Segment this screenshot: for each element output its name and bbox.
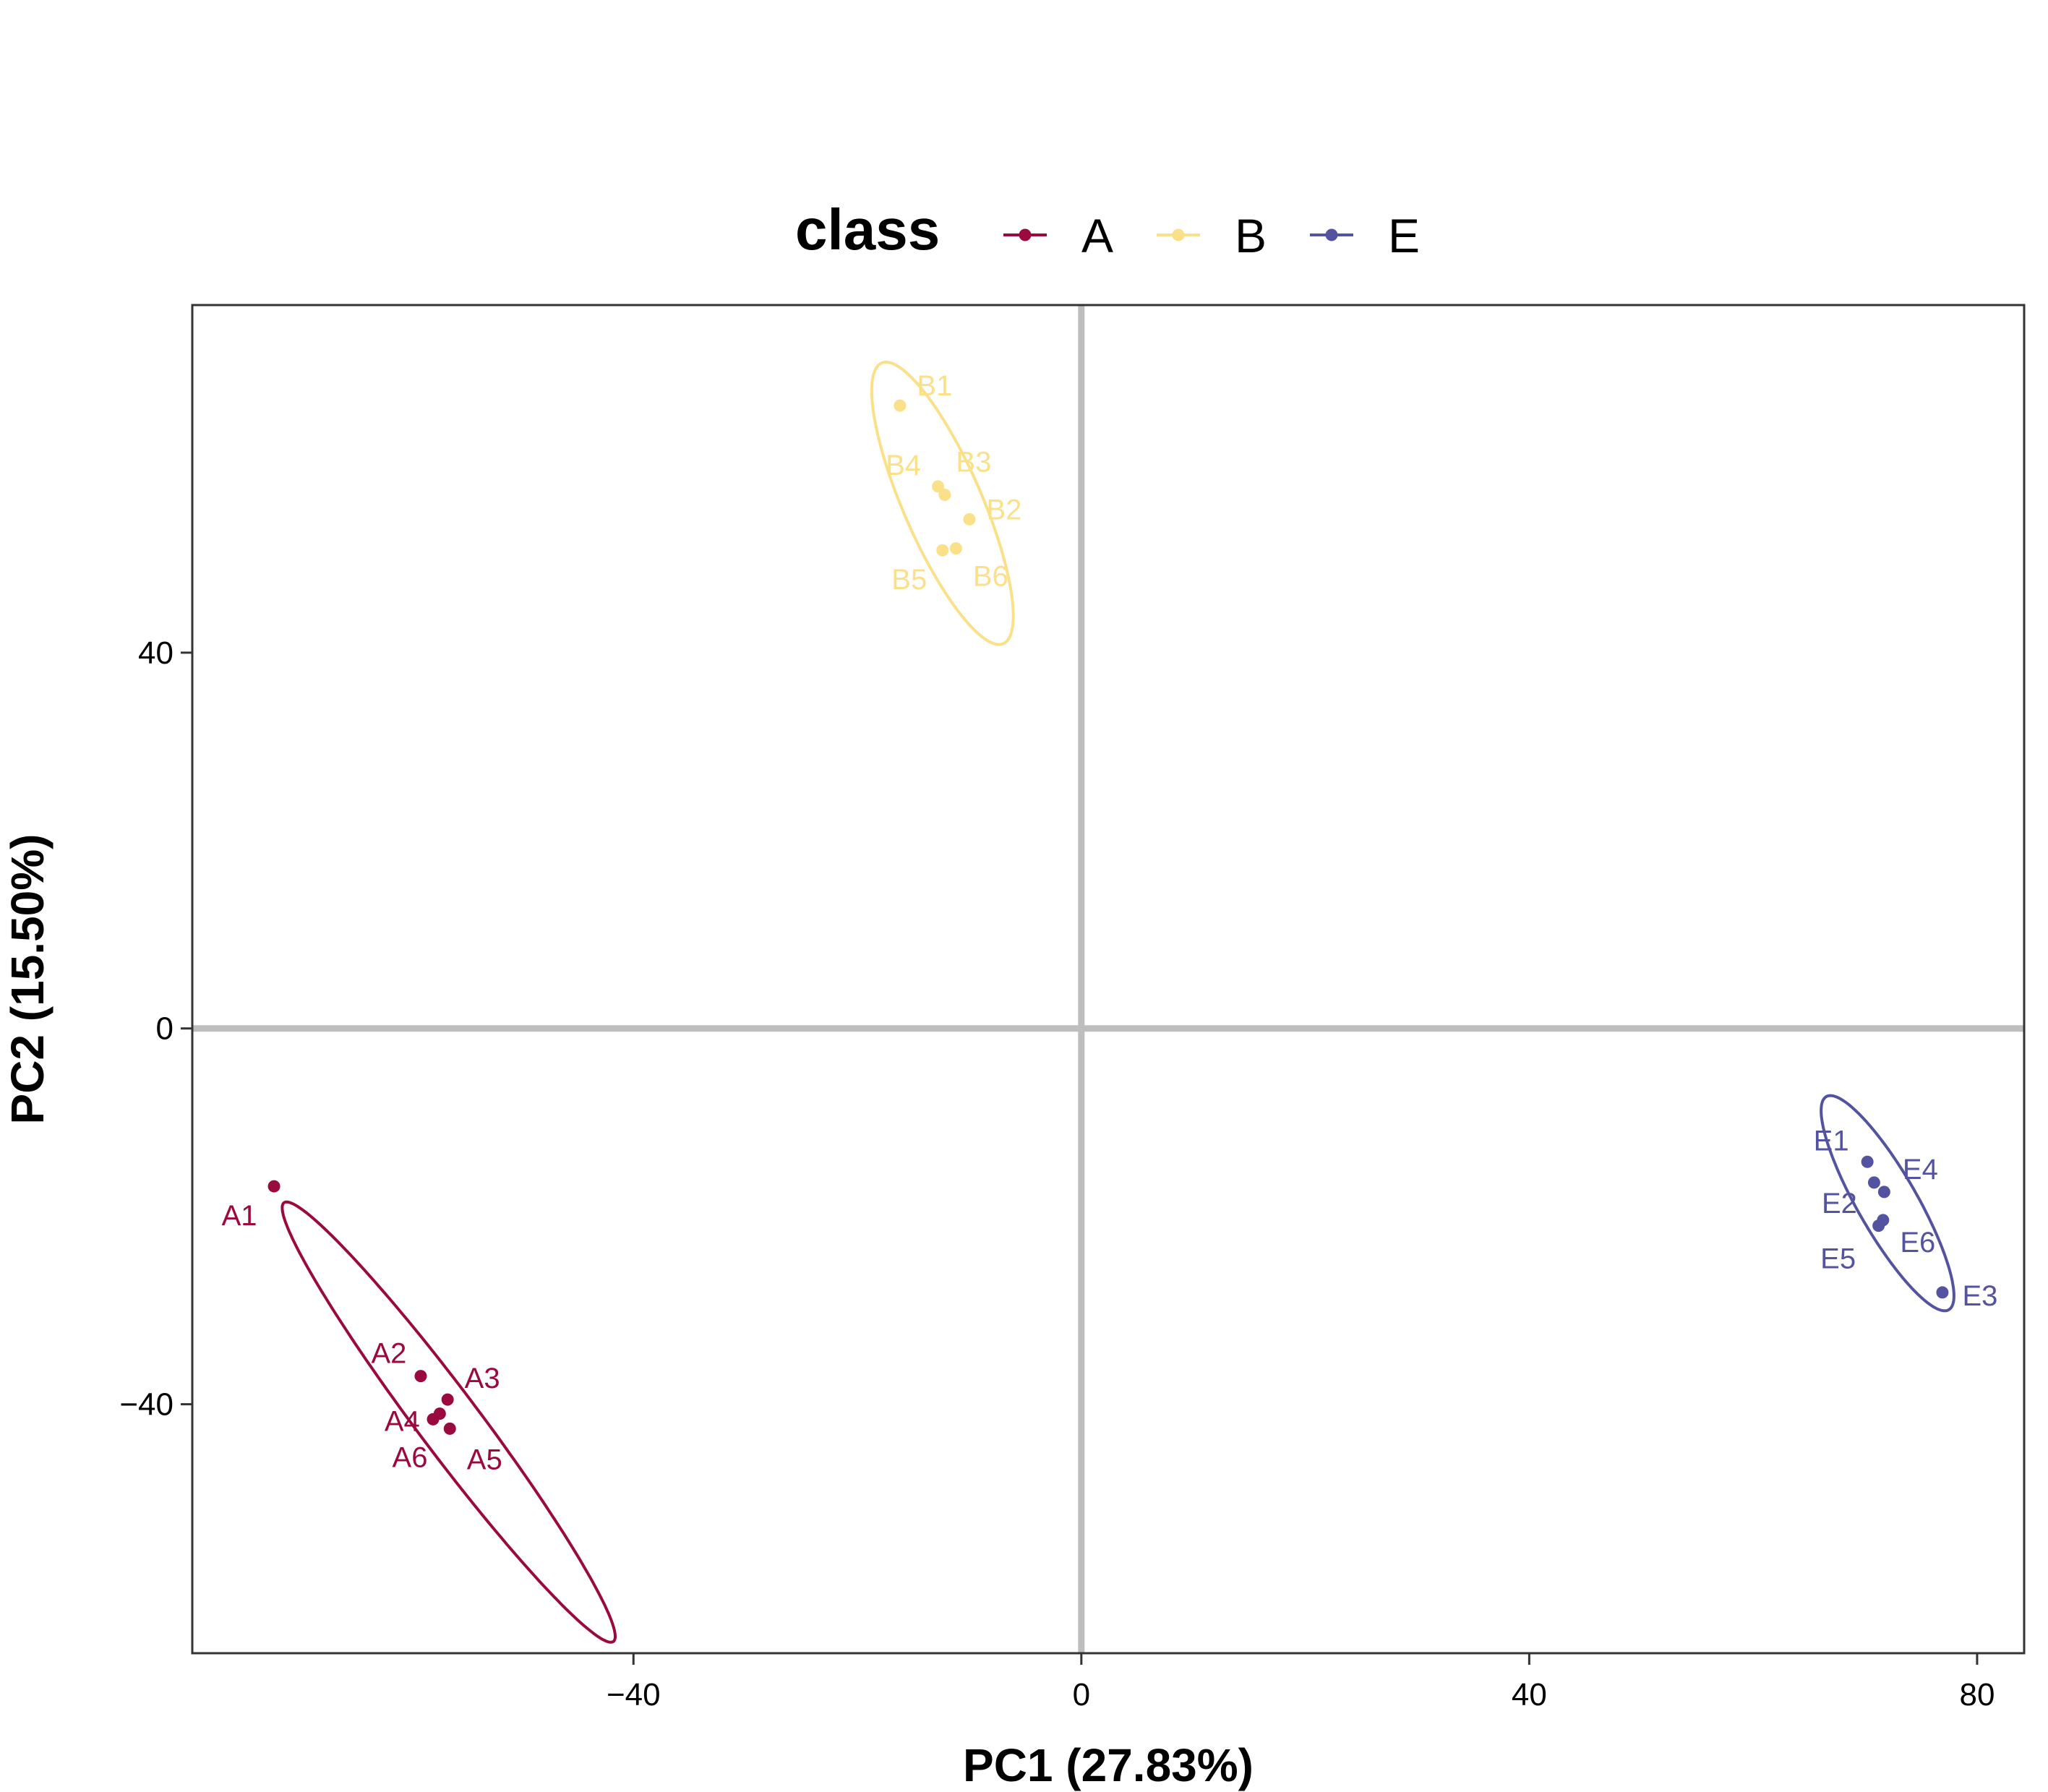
point-B5 xyxy=(936,544,949,557)
point-A2 xyxy=(414,1370,427,1383)
point-A1 xyxy=(267,1180,280,1193)
ellipse-B xyxy=(870,360,1015,646)
point-E3 xyxy=(1936,1286,1949,1299)
legend-label-B: B xyxy=(1235,209,1267,262)
point-B4 xyxy=(932,480,945,493)
y-tick-label: 40 xyxy=(138,635,173,671)
legend-title: class xyxy=(795,197,940,262)
point-label-B2: B2 xyxy=(986,494,1021,526)
legend-label-E: E xyxy=(1388,209,1420,262)
legend-key-point-E xyxy=(1325,228,1338,241)
point-label-A6: A6 xyxy=(393,1441,428,1473)
point-label-B5: B5 xyxy=(891,564,927,596)
x-axis-title: PC1 (27.83%) xyxy=(963,1739,1254,1791)
confidence-ellipses xyxy=(280,360,1955,1644)
point-label-E6: E6 xyxy=(1900,1227,1935,1259)
y-tick-label: −40 xyxy=(119,1387,173,1423)
zero-lines xyxy=(192,305,2024,1653)
point-label-E4: E4 xyxy=(1903,1154,1938,1186)
point-B2 xyxy=(963,513,976,526)
point-label-A2: A2 xyxy=(372,1338,407,1370)
y-tick-label: 0 xyxy=(156,1011,173,1047)
legend: class A B E xyxy=(795,197,1420,262)
point-label-B4: B4 xyxy=(886,450,921,481)
data-points xyxy=(267,399,1949,1435)
legend-key-point-B xyxy=(1172,228,1185,241)
point-A5 xyxy=(443,1422,456,1435)
point-label-A1: A1 xyxy=(222,1200,257,1232)
y-axis: −40 0 40 xyxy=(119,635,192,1423)
point-label-E3: E3 xyxy=(1962,1280,1997,1312)
point-B3 xyxy=(938,489,951,502)
point-label-A4: A4 xyxy=(385,1406,420,1438)
y-axis-title: PC2 (15.50%) xyxy=(1,834,53,1125)
point-E2 xyxy=(1867,1176,1880,1189)
x-tick-label: 80 xyxy=(1959,1677,1995,1712)
point-label-B3: B3 xyxy=(956,447,991,479)
legend-label-A: A xyxy=(1081,209,1113,262)
point-label-E2: E2 xyxy=(1822,1188,1857,1219)
panel-background xyxy=(192,305,2024,1653)
point-A3 xyxy=(441,1393,454,1406)
point-label-E5: E5 xyxy=(1820,1243,1856,1275)
point-label-B6: B6 xyxy=(973,561,1008,593)
point-B1 xyxy=(894,399,907,412)
panel-border xyxy=(191,304,2026,1655)
x-axis: −40 0 40 80 xyxy=(607,1653,1995,1712)
point-labels: A1 A2 A3 A4 A5 A6 B1 B4 B3 B2 B5 B6 E1 E4 E2 E6 E5 E3 xyxy=(222,370,1998,1475)
ellipse-A xyxy=(280,1200,617,1644)
x-tick-label: 40 xyxy=(1512,1677,1547,1712)
ellipse-E xyxy=(1820,1094,1955,1313)
x-tick-label: 0 xyxy=(1073,1677,1090,1712)
legend-key-point-A xyxy=(1019,228,1032,241)
point-label-A3: A3 xyxy=(465,1363,500,1394)
point-E4 xyxy=(1877,1186,1890,1199)
point-E5 xyxy=(1872,1219,1885,1232)
point-label-B1: B1 xyxy=(917,370,952,402)
point-label-A5: A5 xyxy=(467,1444,502,1475)
plot-panel: A1 A2 A3 A4 A5 A6 B1 B4 B3 B2 B5 B6 E1 E4 E2 E6 E5 E3 xyxy=(191,304,2026,1655)
x-tick-label: −40 xyxy=(607,1677,661,1712)
point-E1 xyxy=(1861,1155,1874,1168)
point-A6 xyxy=(427,1412,440,1426)
point-label-E1: E1 xyxy=(1814,1125,1849,1157)
point-B6 xyxy=(949,542,962,555)
